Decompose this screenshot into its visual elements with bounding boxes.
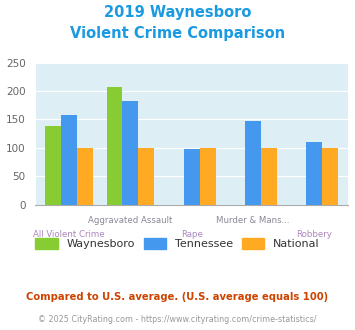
Bar — [77, 148, 93, 205]
Bar — [122, 101, 138, 205]
Bar — [322, 148, 338, 205]
Bar — [106, 86, 122, 205]
Text: Rape: Rape — [181, 230, 203, 239]
Text: © 2025 CityRating.com - https://www.cityrating.com/crime-statistics/: © 2025 CityRating.com - https://www.city… — [38, 315, 317, 324]
Text: 2019 Waynesboro: 2019 Waynesboro — [104, 5, 251, 20]
Bar — [261, 148, 277, 205]
Bar — [61, 115, 77, 205]
Text: Robbery: Robbery — [296, 230, 332, 239]
Text: Aggravated Assault: Aggravated Assault — [88, 216, 173, 225]
Legend: Waynesboro, Tennessee, National: Waynesboro, Tennessee, National — [31, 234, 324, 253]
Bar — [200, 148, 215, 205]
Bar — [184, 149, 200, 205]
Text: Compared to U.S. average. (U.S. average equals 100): Compared to U.S. average. (U.S. average … — [26, 292, 329, 302]
Text: Violent Crime Comparison: Violent Crime Comparison — [70, 26, 285, 41]
Bar — [306, 142, 322, 205]
Bar — [138, 148, 154, 205]
Bar — [245, 120, 261, 205]
Text: All Violent Crime: All Violent Crime — [33, 230, 105, 239]
Text: Murder & Mans...: Murder & Mans... — [216, 216, 290, 225]
Bar — [45, 126, 61, 205]
